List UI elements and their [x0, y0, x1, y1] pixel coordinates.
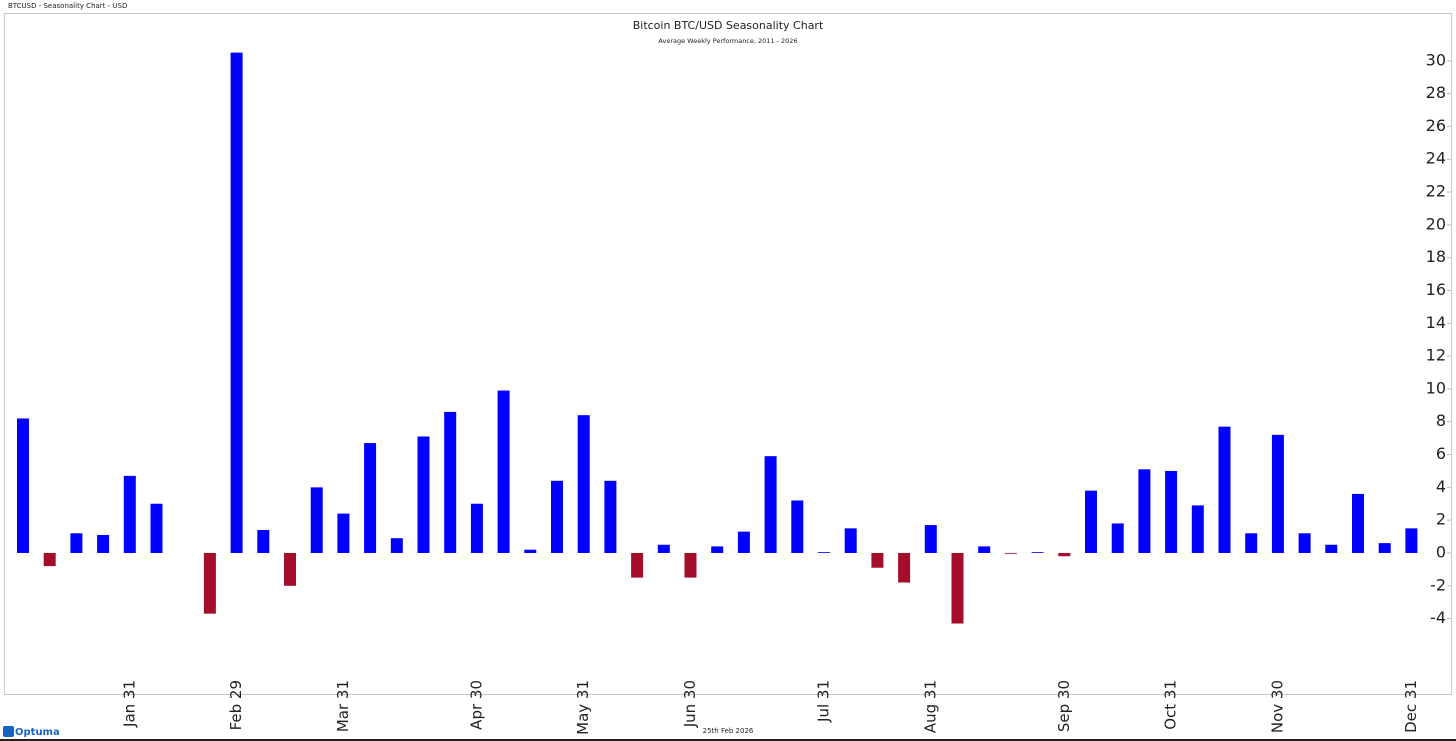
bar — [1218, 426, 1231, 553]
bar — [1085, 490, 1097, 553]
bar — [70, 533, 83, 553]
bar — [737, 531, 750, 553]
bar — [123, 475, 136, 553]
x-tick-label: Mar 31 — [334, 680, 352, 732]
x-tick-label: Apr 30 — [467, 680, 485, 730]
bar — [818, 552, 830, 553]
bar — [1138, 469, 1151, 553]
bar — [310, 487, 323, 553]
bar — [1031, 552, 1044, 553]
bar — [1352, 493, 1364, 553]
bar — [1405, 528, 1418, 553]
bar — [257, 530, 270, 553]
x-tick-label: Aug 31 — [921, 680, 939, 733]
bar — [1111, 523, 1124, 553]
y-tick-label: 16 — [1426, 280, 1446, 299]
bar — [203, 552, 216, 614]
bar — [524, 549, 537, 553]
bar — [1378, 543, 1391, 553]
chart-subtitle: Average Weekly Performance, 2011 - 2026 — [658, 37, 797, 45]
bar — [711, 546, 724, 553]
x-tick-label: Dec 31 — [1402, 680, 1420, 733]
x-tick-label: Jul 31 — [815, 680, 833, 723]
bar — [97, 534, 110, 553]
bar — [444, 411, 457, 553]
y-tick-label: -4 — [1430, 608, 1446, 627]
bar — [951, 552, 964, 624]
y-tick-label: 28 — [1426, 83, 1446, 102]
bar — [470, 503, 483, 553]
bar — [364, 443, 377, 553]
bar — [1004, 552, 1017, 554]
bar — [924, 525, 937, 553]
bar — [844, 528, 857, 553]
y-tick-label: 26 — [1426, 116, 1446, 135]
header: BTCUSD - Seasonality Chart - USD — [8, 2, 127, 10]
bar — [551, 480, 563, 553]
y-tick-label: 2 — [1436, 510, 1446, 529]
x-tick-label: Feb 29 — [227, 680, 245, 730]
bar — [230, 52, 243, 553]
y-tick-label: 6 — [1436, 444, 1446, 463]
x-tick-label: May 31 — [574, 680, 592, 735]
y-tick-label: 8 — [1436, 411, 1446, 430]
bar — [631, 552, 644, 578]
y-tick-label: 18 — [1426, 247, 1446, 266]
bar — [43, 552, 56, 567]
bar — [1191, 505, 1204, 553]
bar — [577, 415, 590, 553]
bar — [284, 552, 296, 586]
bar — [978, 546, 991, 553]
bar — [497, 390, 510, 553]
y-tick-label: 0 — [1436, 542, 1446, 561]
brand: Optuma — [15, 727, 60, 738]
x-tick-label: Jun 30 — [681, 680, 699, 728]
bar — [791, 500, 804, 553]
bar — [337, 513, 350, 553]
bar — [1271, 434, 1284, 553]
bar — [764, 456, 777, 553]
x-tick-label: Sep 30 — [1055, 680, 1073, 732]
bottom-rule — [0, 739, 1456, 741]
bar — [657, 544, 670, 553]
y-tick-label: -2 — [1430, 575, 1446, 594]
chart-frame — [4, 13, 1452, 695]
bar — [684, 552, 697, 578]
bar — [1245, 533, 1258, 553]
bar — [390, 538, 403, 553]
bar — [1325, 544, 1338, 553]
y-tick-label: 30 — [1426, 50, 1446, 69]
bar — [17, 418, 29, 553]
bar — [150, 503, 163, 553]
x-tick-label: Oct 31 — [1162, 680, 1180, 730]
brand-logo — [3, 726, 14, 737]
bar — [1298, 533, 1311, 553]
y-tick-label: 20 — [1426, 214, 1446, 233]
y-tick-label: 14 — [1426, 313, 1446, 332]
bar — [898, 552, 911, 583]
bar — [604, 480, 617, 553]
x-tick-label: Nov 30 — [1268, 680, 1286, 733]
y-tick-label: 12 — [1426, 346, 1446, 365]
bar — [1058, 552, 1071, 557]
footer-date: 25th Feb 2026 — [703, 727, 754, 735]
y-tick-label: 10 — [1426, 378, 1446, 397]
bar — [871, 552, 884, 568]
chart-title: Bitcoin BTC/USD Seasonality Chart — [633, 19, 824, 32]
x-tick-label: Jan 31 — [120, 680, 138, 728]
bar — [1165, 470, 1178, 553]
y-tick-label: 24 — [1426, 149, 1446, 168]
bar — [417, 436, 430, 553]
y-tick-label: 4 — [1436, 477, 1446, 496]
y-tick-label: 22 — [1426, 182, 1446, 201]
